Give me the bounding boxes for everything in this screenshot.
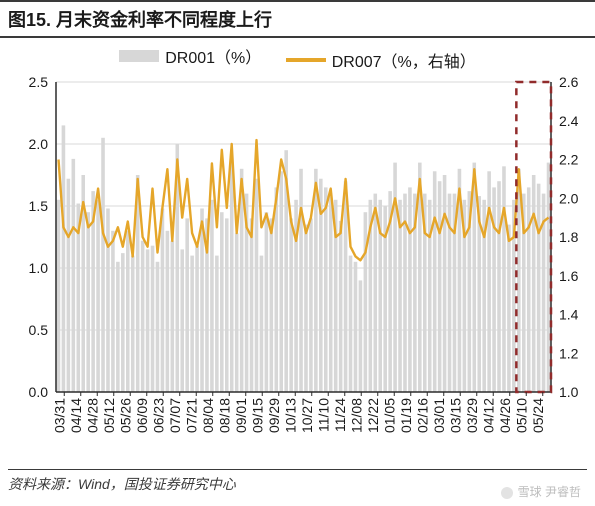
svg-text:09/15: 09/15 [249,398,265,433]
watermark: 雪球 尹睿哲 [500,483,581,500]
svg-text:2.0: 2.0 [29,136,49,152]
svg-text:12/08: 12/08 [348,398,364,433]
svg-text:1.8: 1.8 [559,229,579,245]
svg-text:1.0: 1.0 [29,260,49,276]
svg-text:1.2: 1.2 [559,345,579,361]
svg-text:09/29: 09/29 [266,398,282,433]
svg-text:08/04: 08/04 [200,398,216,433]
svg-text:11/24: 11/24 [332,398,348,432]
svg-text:05/24: 05/24 [530,398,546,433]
svg-text:01/19: 01/19 [398,398,414,433]
svg-text:2.0: 2.0 [559,190,579,206]
svg-text:05/26: 05/26 [117,398,133,433]
svg-text:03/01: 03/01 [431,398,447,433]
svg-text:2.5: 2.5 [29,74,49,90]
legend-item-line: DR007（%，右轴） [286,48,476,72]
svg-text:07/07: 07/07 [167,398,183,433]
legend-label-bar: DR001（%） [165,44,261,68]
svg-text:04/12: 04/12 [480,398,496,433]
svg-text:04/26: 04/26 [497,398,513,433]
watermark-text: 雪球 尹睿哲 [518,485,581,499]
svg-text:05/12: 05/12 [101,398,117,433]
legend-swatch-line [286,58,326,62]
svg-text:07/21: 07/21 [183,398,199,433]
svg-text:04/28: 04/28 [84,398,100,433]
svg-text:1.6: 1.6 [559,268,579,284]
svg-text:04/14: 04/14 [68,398,84,433]
chart-area: 0.0 0.5 1.0 1.5 2.0 2.5 1.0 1.2 1.4 1.6 1.8 2.0 2.2 2… [0,74,595,469]
svg-text:06/09: 06/09 [134,398,150,433]
svg-text:1.4: 1.4 [559,307,579,323]
svg-text:2.6: 2.6 [559,74,579,90]
svg-text:03/15: 03/15 [447,398,463,433]
legend-label-line: DR007（%，右轴） [332,48,476,72]
svg-text:0.5: 0.5 [29,322,49,338]
svg-text:06/23: 06/23 [150,398,166,433]
svg-text:05/10: 05/10 [513,398,529,433]
svg-text:01/05: 01/05 [381,398,397,433]
svg-text:1.5: 1.5 [29,198,49,214]
svg-text:08/18: 08/18 [216,398,232,433]
svg-text:10/13: 10/13 [282,398,298,433]
legend-item-bar: DR001（%） [119,44,261,68]
snowball-icon [500,486,514,500]
legend-swatch-bar [119,50,159,62]
svg-text:0.0: 0.0 [29,384,49,400]
svg-text:1.0: 1.0 [559,384,579,400]
svg-text:03/29: 03/29 [464,398,480,433]
svg-text:2.2: 2.2 [559,152,579,168]
combo-chart: 0.0 0.5 1.0 1.5 2.0 2.5 1.0 1.2 1.4 1.6 1.8 2.0 2.2 2… [0,74,595,464]
svg-text:10/27: 10/27 [299,398,315,433]
svg-text:03/31: 03/31 [51,398,67,433]
svg-text:02/16: 02/16 [414,398,430,433]
svg-text:2.4: 2.4 [559,113,579,129]
svg-text:12/22: 12/22 [365,398,381,433]
svg-text:09/01: 09/01 [233,398,249,433]
chart-title: 图15. 月末资金利率不同程度上行 [0,0,595,38]
svg-text:11/10: 11/10 [315,398,331,432]
legend: DR001（%） DR007（%，右轴） [0,38,595,74]
